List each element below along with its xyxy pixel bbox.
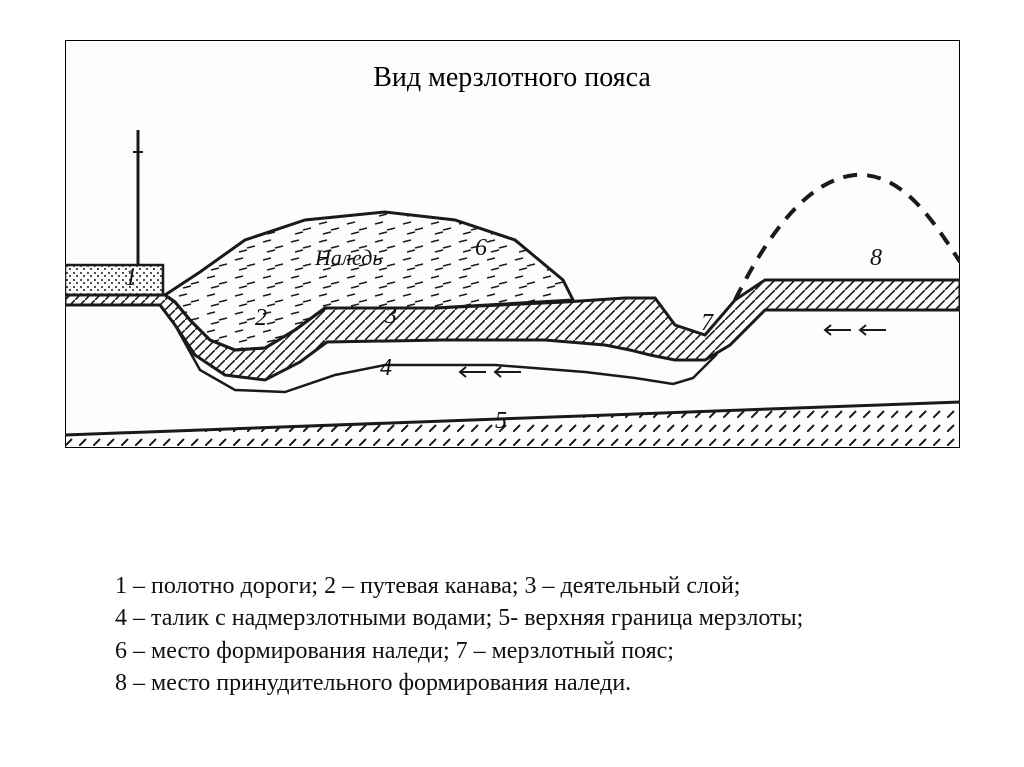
label-4: 4 (380, 355, 392, 381)
permafrost-boundary (65, 402, 960, 448)
label-3: 3 (384, 303, 397, 329)
label-1: 1 (125, 265, 137, 291)
legend-line-2: 4 – талик с надмерзлотными водами; 5- ве… (115, 602, 915, 634)
legend-line-1: 1 – полотно дороги; 2 – путевая канава; … (115, 570, 915, 602)
label-7: 7 (701, 310, 714, 336)
pole-marker (133, 130, 143, 265)
label-5: 5 (495, 408, 507, 434)
label-naled: Наледь (314, 245, 382, 270)
legend-line-4: 8 – место принудительного формирования н… (115, 667, 915, 699)
roadbed (65, 265, 163, 295)
legend: 1 – полотно дороги; 2 – путевая канава; … (115, 570, 915, 700)
label-8: 8 (870, 245, 882, 271)
cross-section-diagram: 1 2 3 4 5 6 7 8 Наледь (65, 40, 960, 448)
label-6: 6 (475, 235, 487, 261)
page: Вид мерзлотного пояса (0, 0, 1024, 767)
label-2: 2 (255, 305, 267, 331)
legend-line-3: 6 – место формирования наледи; 7 – мерзл… (115, 635, 915, 667)
